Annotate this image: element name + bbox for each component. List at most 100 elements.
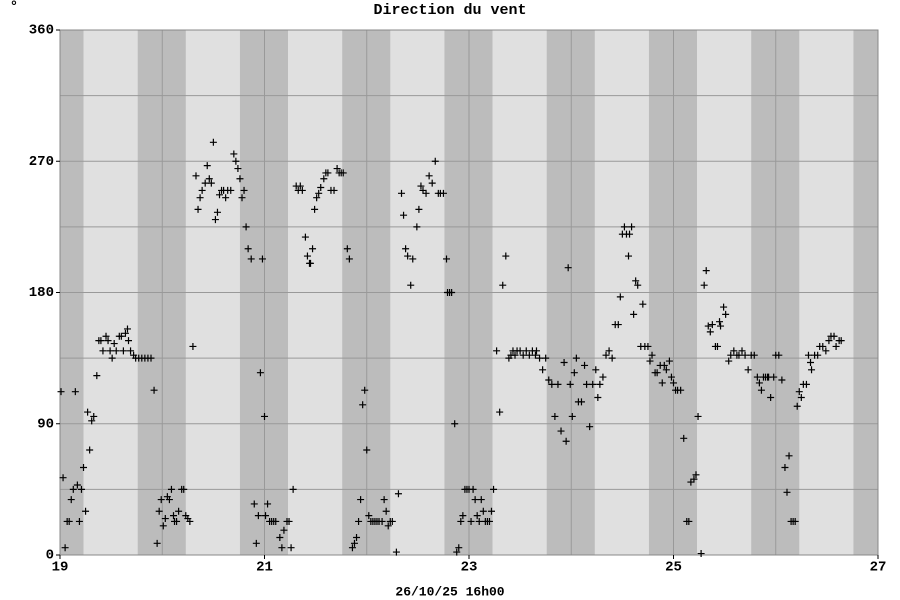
data-point: [301, 233, 309, 241]
data-point: [448, 289, 456, 296]
data-point: [667, 373, 675, 381]
y-tick-label: 360: [29, 23, 54, 39]
data-point: [706, 328, 714, 336]
data-point: [73, 481, 81, 489]
data-point: [313, 194, 321, 202]
data-point: [785, 452, 793, 460]
data-point: [694, 412, 702, 420]
data-point: [753, 373, 761, 381]
data-point: [157, 496, 165, 504]
data-point: [355, 517, 363, 525]
data-point: [755, 379, 763, 387]
data-point: [741, 351, 749, 359]
data-point: [207, 179, 215, 187]
x-tick-label: 19: [52, 560, 69, 576]
data-point: [222, 194, 230, 202]
data-point: [422, 189, 430, 197]
data-point: [298, 186, 306, 194]
data-point: [88, 417, 96, 425]
data-point: [804, 351, 812, 359]
data-point: [536, 354, 544, 362]
data-point: [562, 437, 570, 445]
data-point: [61, 544, 69, 552]
data-point: [380, 496, 388, 504]
x-tick-label: 25: [665, 560, 682, 576]
data-point: [757, 386, 765, 394]
data-point: [75, 517, 83, 525]
data-point: [677, 386, 685, 394]
data-point: [564, 264, 572, 272]
data-point: [77, 485, 85, 493]
data-point: [250, 500, 258, 508]
data-point: [795, 388, 803, 396]
data-point: [203, 162, 211, 170]
data-point: [825, 337, 833, 345]
y-tick-label: 0: [46, 548, 54, 564]
data-point: [471, 496, 479, 504]
data-point: [236, 175, 244, 183]
data-point: [531, 351, 539, 359]
data-point: [216, 191, 224, 199]
data-point: [479, 507, 487, 515]
data-point: [493, 347, 501, 355]
data-point: [670, 379, 677, 387]
data-point: [725, 357, 733, 365]
data-point: [477, 496, 485, 504]
data-point: [392, 548, 400, 556]
data-point: [802, 380, 810, 388]
data-point: [459, 512, 467, 520]
data-point: [443, 255, 451, 263]
data-point: [244, 245, 252, 253]
data-point: [125, 337, 133, 345]
data-point: [296, 182, 304, 190]
data-point: [378, 517, 386, 525]
data-point: [819, 342, 827, 350]
data-point: [566, 380, 574, 388]
data-point: [402, 245, 410, 253]
data-point: [361, 386, 369, 394]
data-point: [86, 446, 94, 454]
data-point: [680, 434, 688, 442]
data-point: [357, 496, 365, 504]
x-tick-label: 23: [461, 560, 478, 576]
data-point: [252, 539, 260, 547]
data-point: [343, 245, 351, 253]
data-point: [702, 267, 710, 275]
data-point: [475, 517, 483, 525]
data-point: [599, 373, 607, 381]
data-point: [634, 281, 642, 289]
data-point: [557, 427, 565, 435]
data-point: [665, 357, 673, 365]
data-point: [161, 515, 169, 523]
data-point: [625, 252, 633, 260]
data-point: [425, 172, 433, 180]
data-point: [242, 223, 250, 231]
data-point: [84, 408, 92, 416]
data-point: [398, 189, 406, 197]
data-point: [797, 394, 805, 401]
y-tick-label: 180: [29, 285, 54, 301]
data-point: [159, 522, 167, 530]
data-point: [169, 512, 177, 520]
data-point: [469, 485, 477, 493]
data-point: [287, 544, 295, 552]
data-point: [830, 332, 838, 340]
data-point: [108, 354, 116, 362]
data-point: [272, 517, 280, 525]
data-point: [240, 186, 248, 194]
data-point: [720, 303, 728, 311]
data-point: [653, 369, 661, 377]
data-point: [767, 394, 775, 401]
data-point: [662, 366, 670, 374]
data-point: [59, 474, 67, 482]
y-tick-label: 270: [29, 154, 54, 170]
data-point: [180, 485, 188, 493]
data-point: [700, 281, 708, 289]
data-point: [708, 321, 716, 329]
data-point: [713, 342, 721, 350]
data-point: [793, 402, 801, 410]
data-point: [522, 347, 530, 355]
data-point: [155, 507, 163, 515]
data-point: [744, 366, 752, 374]
